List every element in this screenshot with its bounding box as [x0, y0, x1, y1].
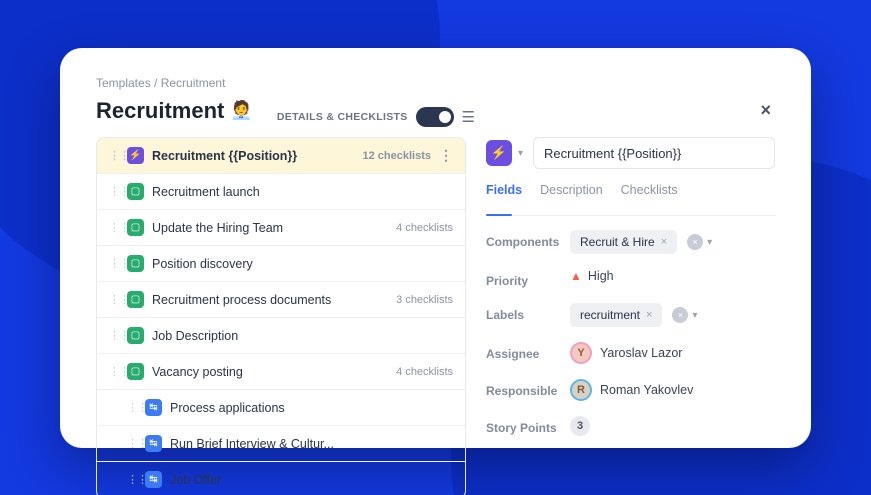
task-row-label[interactable]: Job Description: [152, 329, 453, 343]
responsible-value[interactable]: R Roman Yakovlev: [570, 379, 693, 401]
drag-handle-icon[interactable]: ⋮⋮: [127, 401, 137, 414]
epic-row[interactable]: ⋮⋮ ⚡ Recruitment {{Position}} 12 checklists…: [97, 138, 465, 174]
task-type-icon: ▢: [127, 363, 144, 380]
task-row[interactable]: ⋮⋮ ▢ Vacancy posting 4 checklists: [97, 354, 465, 390]
checklist-count-label: 4 checklists: [396, 366, 453, 378]
drag-handle-icon[interactable]: ⋮⋮: [109, 149, 119, 162]
page-title: Recruitment 🧑‍💼: [96, 98, 253, 124]
field-labels: Labels recruitment × × ▾: [486, 303, 775, 327]
toggle-dot: [439, 111, 451, 123]
task-row-label[interactable]: Process applications: [170, 401, 453, 415]
task-type-icon: ▢: [127, 255, 144, 272]
field-label-labels: Labels: [486, 303, 570, 322]
components-chip-remove-icon[interactable]: ×: [661, 236, 667, 248]
assignee-value[interactable]: Y Yaroslav Lazor: [570, 342, 682, 364]
item-type-caret-icon[interactable]: ▾: [518, 148, 523, 159]
responsible-avatar[interactable]: R: [570, 379, 592, 401]
components-dropdown-caret-icon[interactable]: ▾: [707, 237, 712, 248]
item-type-icon[interactable]: ⚡: [486, 140, 512, 166]
view-toggle[interactable]: [416, 107, 454, 127]
task-row-label[interactable]: Recruitment {{Position}}: [152, 149, 357, 163]
modal-card: Templates / Recruitment Recruitment 🧑‍💼 …: [60, 48, 811, 448]
checklist-count-label: 3 checklists: [396, 294, 453, 306]
labels-chip[interactable]: recruitment ×: [570, 303, 662, 327]
task-type-icon: ▢: [127, 291, 144, 308]
breadcrumb: Templates / Recruitment: [96, 76, 775, 90]
task-row[interactable]: ⋮⋮ ▢ Position discovery: [97, 246, 465, 282]
details-checklists-label: DETAILS & CHECKLISTS: [277, 111, 408, 123]
labels-clear-icon[interactable]: ×: [672, 307, 688, 323]
subtask-row[interactable]: ⋮⋮ ↹ Process applications: [97, 390, 465, 426]
breadcrumb-recruitment[interactable]: Recruitment: [161, 76, 226, 90]
drag-handle-icon[interactable]: ⋮⋮: [109, 257, 119, 270]
field-responsible: Responsible R Roman Yakovlev: [486, 379, 775, 401]
labels-dropdown-caret-icon[interactable]: ▾: [692, 310, 697, 321]
drag-handle-icon[interactable]: ⋮⋮: [109, 293, 119, 306]
task-row[interactable]: ⋮⋮ ▢ Update the Hiring Team 4 checklists: [97, 210, 465, 246]
detail-panel: ⚡ ▾ Recruitment {{Position}} Fields Desc…: [486, 137, 775, 495]
labels-chip-remove-icon[interactable]: ×: [646, 309, 652, 321]
close-icon[interactable]: ×: [756, 96, 775, 125]
task-type-icon: ▢: [127, 219, 144, 236]
field-priority: Priority ▲ High: [486, 269, 775, 288]
priority-high-icon: ▲: [570, 269, 582, 283]
detail-tabs: Fields Description Checklists: [486, 183, 775, 216]
subtask-row[interactable]: ⋮⋮ ↹ Job Offer: [97, 462, 465, 495]
drag-handle-icon[interactable]: ⋮⋮: [109, 221, 119, 234]
drag-handle-icon[interactable]: ⋮⋮: [109, 185, 119, 198]
assignee-avatar[interactable]: Y: [570, 342, 592, 364]
drag-handle-icon[interactable]: ⋮⋮: [127, 437, 137, 450]
task-row-label[interactable]: Position discovery: [152, 257, 453, 271]
drag-handle-icon[interactable]: ⋮⋮: [109, 329, 119, 342]
story-points-badge[interactable]: 3: [570, 416, 590, 436]
task-row-label[interactable]: Recruitment launch: [152, 185, 453, 199]
drag-handle-icon[interactable]: ⋮⋮: [127, 473, 137, 486]
task-row-label[interactable]: Run Brief Interview & Cultur...: [170, 437, 453, 451]
task-row-label[interactable]: Job Offer: [170, 473, 453, 487]
field-assignee: Assignee Y Yaroslav Lazor: [486, 342, 775, 364]
subtask-type-icon: ↹: [145, 399, 162, 416]
drag-handle-icon[interactable]: ⋮⋮: [109, 365, 119, 378]
subtask-type-icon: ↹: [145, 471, 162, 488]
task-row[interactable]: ⋮⋮ ▢ Job Description: [97, 318, 465, 354]
list-view-icon[interactable]: ☰: [462, 108, 475, 126]
epic-type-icon: ⚡: [127, 147, 144, 164]
subtask-type-icon: ↹: [145, 435, 162, 452]
task-row[interactable]: ⋮⋮ ▢ Recruitment process documents 3 checkl…: [97, 282, 465, 318]
field-story_points: Story Points 3: [486, 416, 775, 436]
subtask-row[interactable]: ⋮⋮ ↹ Run Brief Interview & Cultur...: [97, 426, 465, 462]
breadcrumb-templates[interactable]: Templates: [96, 76, 151, 90]
field-components: Components Recruit & Hire × × ▾: [486, 230, 775, 254]
title-input[interactable]: Recruitment {{Position}}: [533, 137, 775, 169]
row-more-options-icon[interactable]: ⋮: [439, 147, 453, 164]
tab-checklists[interactable]: Checklists: [621, 183, 678, 205]
task-type-icon: ▢: [127, 183, 144, 200]
checklist-count-label: 12 checklists: [363, 150, 432, 162]
field-label-responsible: Responsible: [486, 379, 570, 398]
components-chip[interactable]: Recruit & Hire ×: [570, 230, 677, 254]
task-type-icon: ▢: [127, 327, 144, 344]
tab-description[interactable]: Description: [540, 183, 603, 205]
task-row-label[interactable]: Recruitment process documents: [152, 293, 390, 307]
field-label-story_points: Story Points: [486, 416, 570, 435]
task-row[interactable]: ⋮⋮ ▢ Recruitment launch: [97, 174, 465, 210]
priority-value[interactable]: ▲ High: [570, 269, 614, 283]
components-clear-icon[interactable]: ×: [687, 234, 703, 250]
checklist-count-label: 4 checklists: [396, 222, 453, 234]
field-label-assignee: Assignee: [486, 342, 570, 361]
task-tree-panel: ⋮⋮ ⚡ Recruitment {{Position}} 12 checklists…: [96, 137, 466, 495]
tab-fields[interactable]: Fields: [486, 183, 522, 205]
tab-active-underline: [486, 214, 512, 216]
recruiter-emoji-icon: 🧑‍💼: [230, 100, 252, 121]
task-row-label[interactable]: Update the Hiring Team: [152, 221, 390, 235]
task-row-label[interactable]: Vacancy posting: [152, 365, 390, 379]
field-label-priority: Priority: [486, 269, 570, 288]
field-label-components: Components: [486, 230, 570, 249]
